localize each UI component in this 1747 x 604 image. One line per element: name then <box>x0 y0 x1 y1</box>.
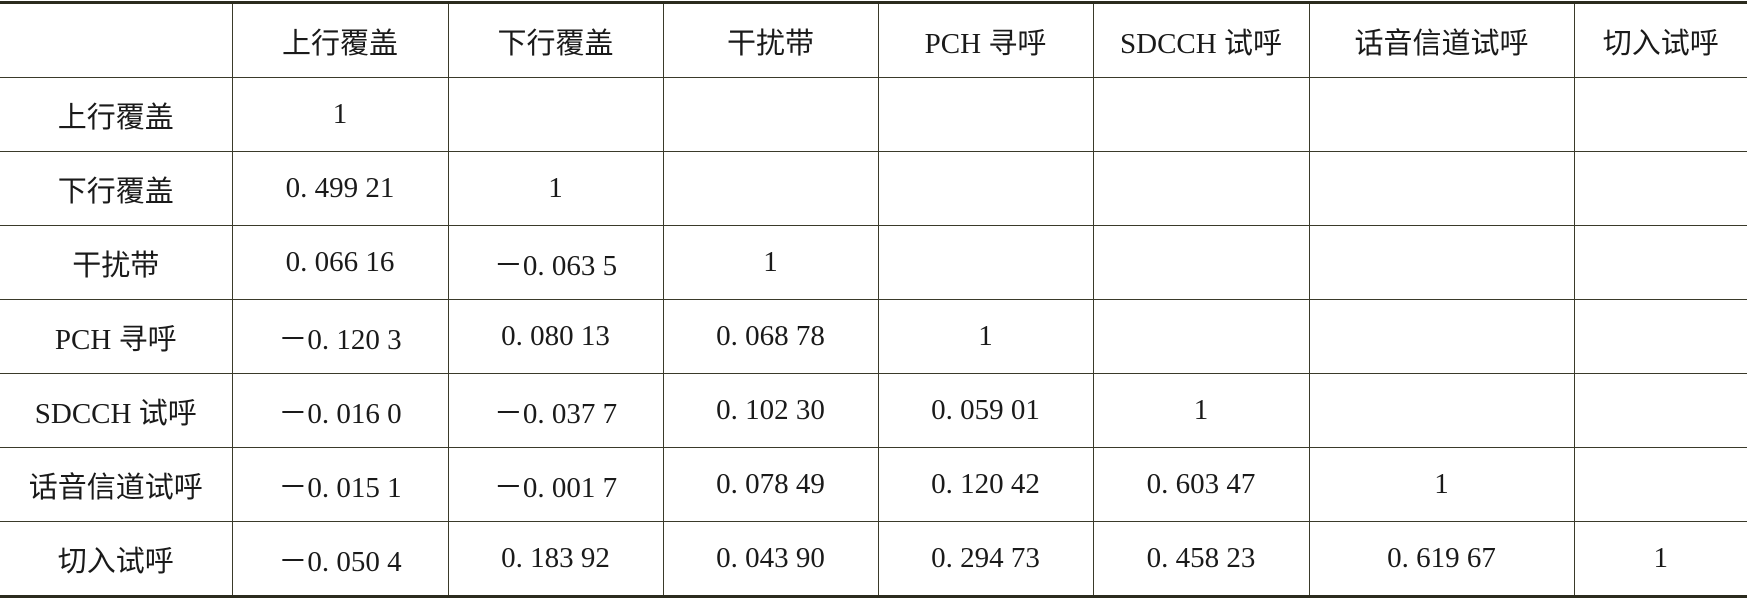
value-cell: 0. 043 90 <box>662 521 879 597</box>
row-header: 上行覆盖 <box>0 77 233 152</box>
empty-cell <box>1573 299 1747 374</box>
value-cell: 0. 499 21 <box>231 151 449 226</box>
row-header: 话音信道试呼 <box>0 447 233 522</box>
column-header: 下行覆盖 <box>447 2 664 78</box>
value-cell: －0. 016 0 <box>231 373 449 448</box>
value-cell: 1 <box>447 151 664 226</box>
row-header: 下行覆盖 <box>0 151 233 226</box>
value-cell: 0. 068 78 <box>662 299 879 374</box>
row-header: PCH 寻呼 <box>0 299 233 374</box>
empty-cell <box>1092 77 1310 152</box>
value-cell: 0. 080 13 <box>447 299 664 374</box>
empty-cell <box>1308 373 1575 448</box>
empty-cell <box>1308 151 1575 226</box>
value-cell: 1 <box>231 77 449 152</box>
data-row: 话音信道试呼 －0. 015 1 －0. 001 7 0. 078 49 0. 120 … <box>0 447 1747 522</box>
empty-cell <box>1092 299 1310 374</box>
value-cell: 0. 458 23 <box>1092 521 1310 597</box>
empty-cell <box>662 77 879 152</box>
value-cell: 0. 120 42 <box>877 447 1094 522</box>
empty-cell <box>1092 151 1310 226</box>
data-row: SDCCH 试呼 －0. 016 0 －0. 037 7 0. 102 30 0. 05… <box>0 373 1747 448</box>
value-cell: 0. 183 92 <box>447 521 664 597</box>
value-cell: 0. 603 47 <box>1092 447 1310 522</box>
value-cell: 1 <box>1308 447 1575 522</box>
empty-cell <box>662 151 879 226</box>
data-row: PCH 寻呼 －0. 120 3 0. 080 13 0. 068 78 1 <box>0 299 1747 374</box>
row-header: 切入试呼 <box>0 521 233 597</box>
value-cell: 1 <box>877 299 1094 374</box>
value-cell: 1 <box>1573 521 1747 597</box>
column-header: 切入试呼 <box>1573 2 1747 78</box>
column-header: PCH 寻呼 <box>877 2 1094 78</box>
value-cell: －0. 001 7 <box>447 447 664 522</box>
value-cell: －0. 015 1 <box>231 447 449 522</box>
column-header: 上行覆盖 <box>231 2 449 78</box>
value-cell: 0. 102 30 <box>662 373 879 448</box>
column-header: 干扰带 <box>662 2 879 78</box>
empty-cell <box>877 151 1094 226</box>
empty-cell <box>1573 373 1747 448</box>
value-cell: 0. 294 73 <box>877 521 1094 597</box>
corner-cell <box>0 2 233 78</box>
value-cell: －0. 063 5 <box>447 225 664 300</box>
empty-cell <box>1308 299 1575 374</box>
row-header: 干扰带 <box>0 225 233 300</box>
empty-cell <box>1573 151 1747 226</box>
empty-cell <box>447 77 664 152</box>
column-header: 话音信道试呼 <box>1308 2 1575 78</box>
column-header: SDCCH 试呼 <box>1092 2 1310 78</box>
value-cell: 1 <box>1092 373 1310 448</box>
value-cell: 0. 059 01 <box>877 373 1094 448</box>
empty-cell <box>1573 77 1747 152</box>
data-row: 切入试呼 －0. 050 4 0. 183 92 0. 043 90 0. 294 73… <box>0 521 1747 597</box>
empty-cell <box>877 225 1094 300</box>
value-cell: 0. 619 67 <box>1308 521 1575 597</box>
empty-cell <box>1573 225 1747 300</box>
header-row: 上行覆盖 下行覆盖 干扰带 PCH 寻呼 SDCCH 试呼 话音信道试呼 切入试呼 <box>0 2 1747 78</box>
empty-cell <box>877 77 1094 152</box>
data-row: 下行覆盖 0. 499 21 1 <box>0 151 1747 226</box>
empty-cell <box>1308 77 1575 152</box>
value-cell: 0. 066 16 <box>231 225 449 300</box>
empty-cell <box>1573 447 1747 522</box>
value-cell: 1 <box>662 225 879 300</box>
value-cell: 0. 078 49 <box>662 447 879 522</box>
empty-cell <box>1308 225 1575 300</box>
empty-cell <box>1092 225 1310 300</box>
value-cell: －0. 120 3 <box>231 299 449 374</box>
row-header: SDCCH 试呼 <box>0 373 233 448</box>
value-cell: －0. 037 7 <box>447 373 664 448</box>
data-row: 上行覆盖 1 <box>0 77 1747 152</box>
value-cell: －0. 050 4 <box>231 521 449 597</box>
